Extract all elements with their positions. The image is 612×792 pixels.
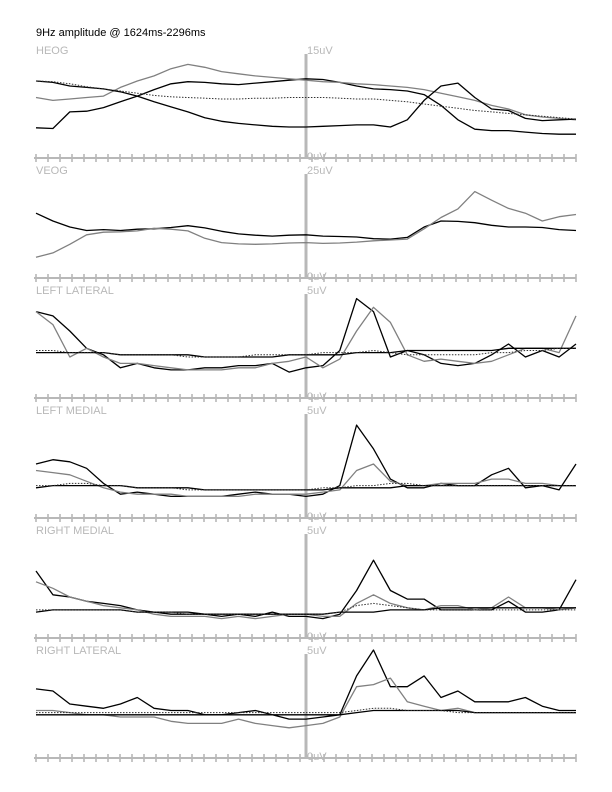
panel-label: RIGHT LATERAL <box>36 645 121 657</box>
panel-label: VEOG <box>36 165 68 177</box>
panel-left-lateral: LEFT LATERAL 5uV 0uV <box>34 285 577 403</box>
panel-right-lateral: RIGHT LATERAL 5uV 0uV <box>34 645 577 763</box>
trace-dotted <box>36 602 576 615</box>
trace-black <box>35 424 577 498</box>
y-min-label: 0uV <box>307 751 327 763</box>
panel-left-medial: LEFT MEDIAL 5uV 0uV <box>34 405 577 523</box>
panel-right-medial: RIGHT MEDIAL 5uV 0uV <box>34 525 577 643</box>
panel-heog: HEOG 15uV 0uV <box>34 45 577 163</box>
trace-dotted <box>36 482 576 491</box>
y-max-label: 5uV <box>307 525 327 537</box>
trace-dotted <box>36 707 576 714</box>
panel-label: LEFT LATERAL <box>36 285 114 297</box>
panel-label: HEOG <box>36 45 68 57</box>
trace-dotted <box>35 80 577 120</box>
trace-gray <box>35 306 577 371</box>
trace-black <box>35 78 576 135</box>
y-min-label: 0uV <box>307 511 327 523</box>
y-min-label: 0uV <box>307 391 327 403</box>
y-max-label: 5uV <box>307 285 327 297</box>
y-max-label: 5uV <box>307 405 327 417</box>
panel-label: RIGHT MEDIAL <box>36 525 114 537</box>
trace-gray <box>35 63 577 121</box>
y-min-label: 0uV <box>307 271 327 283</box>
trace-gray <box>35 190 577 258</box>
y-min-label: 0uV <box>307 631 327 643</box>
y-min-label: 0uV <box>307 151 327 163</box>
panel-veog: VEOG 25uV 0uV <box>34 165 577 283</box>
chart-title: 9Hz amplitude @ 1624ms-2296ms <box>36 27 206 39</box>
trace-black <box>35 649 576 720</box>
y-max-label: 15uV <box>307 45 333 57</box>
panel-label: LEFT MEDIAL <box>36 405 107 417</box>
trace-gray <box>35 463 576 498</box>
trace-dotted <box>36 347 576 358</box>
trace-black <box>35 297 577 373</box>
y-max-label: 25uV <box>307 165 333 177</box>
trace-black <box>35 80 577 128</box>
trace-black <box>35 212 577 240</box>
y-max-label: 5uV <box>307 645 327 657</box>
trace-black <box>35 559 577 620</box>
panels: HEOG 15uV 0uV VEOG 25uV 0uV LEFT LATERAL 5uV 0uV… <box>34 45 577 763</box>
